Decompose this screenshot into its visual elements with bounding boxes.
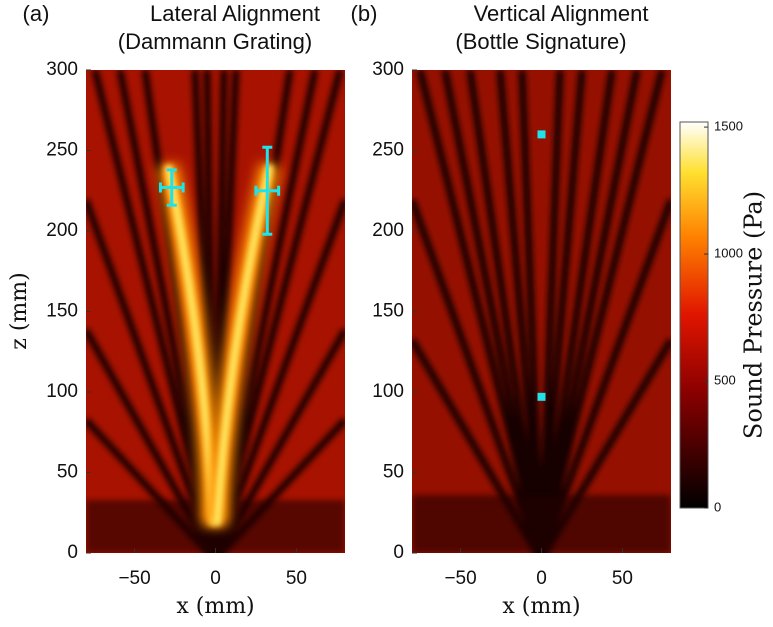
panel-title: (Dammann Grating) (118, 29, 312, 54)
x-tick-label: 0 (210, 568, 221, 589)
y-tick-label: 200 (46, 220, 78, 241)
y-tick-label: 150 (46, 301, 78, 322)
x-axis-label: x (mm) (502, 594, 580, 619)
error-bar-x (158, 182, 185, 193)
y-tick-label: 100 (372, 381, 404, 402)
x-tick-label: −50 (118, 568, 150, 589)
x-tick-label: 50 (286, 568, 307, 589)
colorbar-tick-label: 1000 (714, 245, 743, 260)
y-tick-label: 100 (46, 381, 78, 402)
colorbar-tick-label: 500 (714, 372, 736, 387)
y-tick-label: 300 (46, 59, 78, 80)
focal-point (537, 130, 546, 139)
y-tick-label: 0 (393, 542, 404, 563)
panel-title: Vertical Alignment (474, 1, 649, 26)
y-tick-label: 250 (372, 140, 404, 161)
y-tick-label: 250 (46, 140, 78, 161)
panel-title: Lateral Alignment (150, 1, 320, 26)
heatmap-a (86, 70, 345, 553)
y-axis-label: z (mm) (7, 272, 32, 349)
y-tick-label: 50 (383, 462, 404, 483)
y-tick-label: 50 (57, 462, 78, 483)
panel-label: (b) (351, 1, 378, 26)
colorbar-tick-label: 1500 (714, 119, 743, 134)
colorbar-tick-label: 0 (714, 499, 721, 514)
x-axis-label: x (mm) (176, 594, 254, 619)
y-tick-label: 300 (372, 59, 404, 80)
focal-point (537, 392, 546, 401)
colorbar-label: Sound Pressure (Pa) (740, 191, 768, 439)
y-tick-label: 200 (372, 220, 404, 241)
x-tick-label: −50 (444, 568, 476, 589)
y-tick-label: 0 (67, 542, 78, 563)
y-tick-label: 150 (372, 301, 404, 322)
panel-label: (a) (23, 1, 50, 26)
error-bar-x (254, 185, 281, 196)
x-tick-label: 0 (536, 568, 547, 589)
panel-title: (Bottle Signature) (455, 29, 626, 54)
heatmap-b (412, 70, 671, 553)
x-tick-label: 50 (612, 568, 633, 589)
colorbar (679, 121, 709, 509)
